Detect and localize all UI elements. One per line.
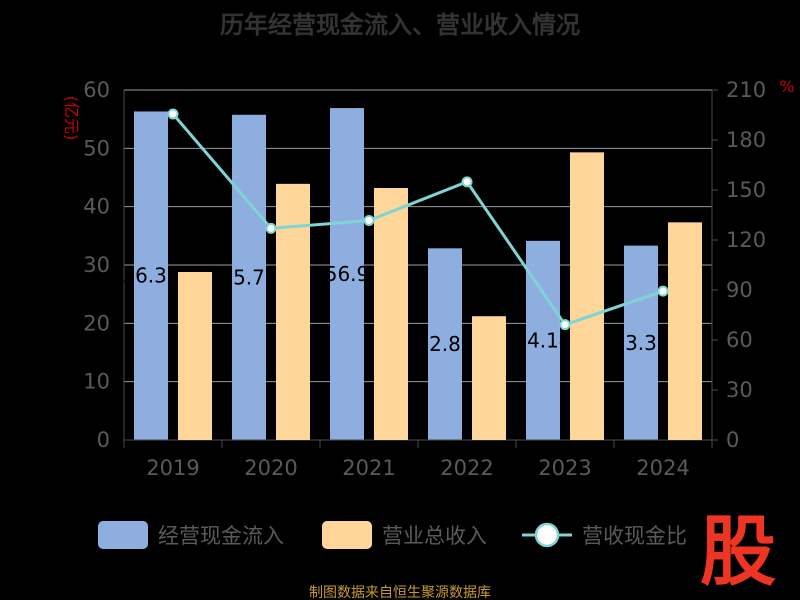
legend-label-revenue: 营业总收入 — [382, 524, 487, 548]
x-tick-label: 2020 — [244, 456, 297, 480]
ratio-point — [167, 108, 179, 120]
cash-inflow-data-label: 56.9 — [325, 262, 370, 286]
y-right-tick-label: 60 — [726, 328, 753, 352]
y-right-tick-label: 120 — [726, 228, 766, 252]
ratio-point — [559, 319, 571, 331]
revenue-bar-overlay — [374, 188, 408, 440]
cash-inflow-data-label: 34.14 — [514, 328, 571, 352]
revenue-bar-overlay — [668, 222, 702, 440]
chart-title: 历年经营现金流入、营业收入情况 — [220, 11, 580, 39]
y-right-tick-label: 0 — [726, 428, 739, 452]
bars — [134, 108, 702, 441]
ratio-point — [657, 285, 669, 297]
x-tick-label: 2023 — [538, 456, 591, 480]
x-tick-label: 2019 — [146, 456, 199, 480]
cash-inflow-bar — [134, 111, 168, 440]
y-right-tick-label: 90 — [726, 278, 753, 302]
y-left-tick-label: 40 — [83, 195, 110, 219]
legend: 经营现金流入 营业总收入 营收现金比 — [98, 521, 687, 549]
ratio-line — [167, 108, 669, 331]
revenue-bar-overlay — [472, 316, 506, 440]
legend-swatch-ratio-marker — [534, 522, 560, 548]
ratio-point — [363, 215, 375, 226]
logo-mark: 股 — [700, 507, 776, 596]
x-tick-label: 2022 — [440, 456, 493, 480]
legend-swatch-revenue — [322, 521, 372, 549]
ratio-point — [265, 222, 277, 234]
legend-label-ratio: 营收现金比 — [582, 524, 687, 548]
y-left-tick-label: 60 — [83, 78, 110, 102]
legend-label-cash-inflow: 经营现金流入 — [158, 524, 284, 548]
cash-inflow-bar — [428, 248, 462, 440]
y-left-tick-label: 0 — [97, 428, 110, 452]
cash-inflow-bar — [624, 245, 658, 440]
left-axis-unit: (亿元) — [62, 96, 81, 141]
cash-inflow-data-label: 55.75 — [220, 265, 277, 289]
y-left-tick-label: 20 — [83, 311, 110, 335]
legend-swatch-cash-inflow — [98, 521, 148, 549]
cash-inflow-data-label: 32.86 — [416, 332, 473, 356]
y-right-tick-label: 180 — [726, 128, 766, 152]
y-right-tick-label: 210 — [726, 78, 766, 102]
axes: 0 10 20 30 40 50 60 0 30 60 90 120 150 180 210 2019 2020… — [83, 78, 766, 480]
gridlines — [124, 89, 712, 383]
cash-inflow-data-label: 33.32 — [612, 331, 669, 355]
y-right-tick-label: 150 — [726, 178, 766, 202]
x-tick-label: 2024 — [636, 456, 689, 480]
revenue-bar-overlay — [570, 152, 604, 440]
cash-inflow-bar — [330, 108, 364, 440]
cash-inflow-bar — [232, 114, 266, 441]
revenue-bar-overlay — [276, 183, 310, 440]
data-labels: 56.32 55.75 56.9 32.86 34.14 33.32 — [122, 152, 702, 440]
y-left-tick-label: 30 — [83, 253, 110, 277]
y-right-tick-label: 30 — [726, 378, 753, 402]
revenue-bar-overlay — [178, 272, 212, 440]
ratio-point — [461, 176, 473, 188]
y-left-tick-label: 50 — [83, 136, 110, 160]
x-tick-label: 2021 — [342, 456, 395, 480]
y-left-tick-label: 10 — [83, 370, 110, 394]
cash-inflow-data-label: 56.32 — [122, 264, 179, 288]
right-axis-unit: % — [779, 77, 794, 96]
data-source-note: 制图数据来自恒生聚源数据库 — [309, 585, 491, 600]
ratio-line-path — [171, 113, 664, 327]
